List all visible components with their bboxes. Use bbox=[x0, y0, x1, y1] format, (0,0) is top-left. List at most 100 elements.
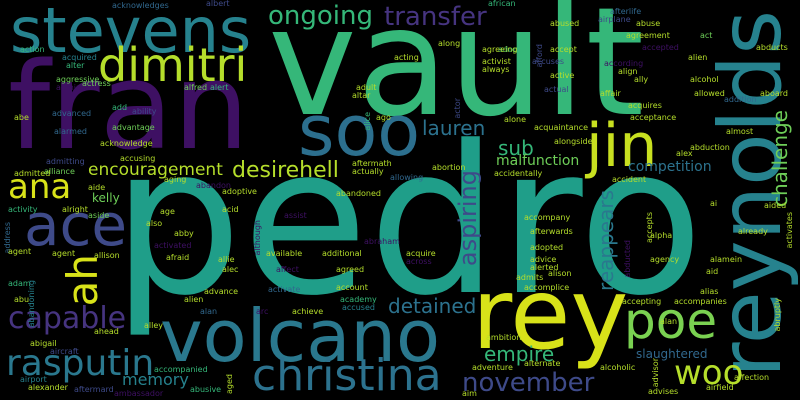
word-allowing: allowing bbox=[390, 173, 424, 182]
word-desirehell: desirehell bbox=[232, 158, 339, 183]
word-according: according bbox=[604, 59, 644, 68]
word-action: action bbox=[20, 45, 45, 54]
word-agent: agent bbox=[8, 247, 32, 256]
word-agreement: agreement bbox=[626, 31, 670, 40]
word-agreeing: agreeing bbox=[482, 45, 518, 54]
word-abandoned: abandoned bbox=[336, 189, 381, 198]
word-aftermard: aftermard bbox=[74, 385, 114, 394]
word-ongoing: ongoing bbox=[268, 1, 374, 31]
word-agency: agency bbox=[650, 255, 680, 264]
word-abu: abu bbox=[14, 295, 30, 304]
word-alien: alien bbox=[184, 295, 204, 304]
word-across: across bbox=[406, 257, 432, 266]
word-rey: rey bbox=[472, 258, 629, 372]
word-alexander: alexander bbox=[28, 383, 68, 392]
word-allowed: allowed bbox=[694, 89, 725, 98]
word-alfred: alfred bbox=[184, 83, 208, 92]
word-accident: accident bbox=[612, 175, 647, 184]
word-additional: additional bbox=[322, 249, 362, 258]
word-adopted: adopted bbox=[530, 243, 564, 252]
word-agreed: agreed bbox=[336, 265, 365, 274]
word-dimitri: dimitri bbox=[98, 38, 248, 92]
word-abducts: abducts bbox=[756, 43, 788, 52]
word-activity: activity bbox=[8, 205, 38, 214]
word-empire: empire bbox=[484, 342, 555, 366]
word-woo: woo bbox=[674, 353, 744, 393]
word-abduction: abduction bbox=[690, 143, 730, 152]
word-sub: sub bbox=[498, 136, 534, 160]
word-malfunction: malfunction bbox=[496, 153, 580, 169]
word-allison: allison bbox=[94, 251, 120, 260]
word-ambition: ambition bbox=[486, 333, 522, 342]
word-alan-small: alan bbox=[660, 317, 678, 326]
word-altar: altar bbox=[352, 91, 371, 100]
word-challenge: challenge bbox=[768, 110, 792, 208]
word-acceptance: acceptance bbox=[630, 113, 677, 122]
word-available: available bbox=[266, 249, 303, 258]
word-abe: abe bbox=[14, 113, 29, 122]
word-affect: affect bbox=[276, 265, 299, 274]
word-aim: aim bbox=[462, 389, 477, 398]
word-acting: acting bbox=[394, 53, 419, 62]
word-ah: ah bbox=[58, 254, 107, 307]
word-afterlife: afterlife bbox=[610, 7, 642, 16]
word-abortion: abortion bbox=[432, 163, 466, 172]
word-actually: actually bbox=[352, 167, 384, 176]
word-also: also bbox=[146, 219, 163, 228]
word-advises: advises bbox=[648, 387, 679, 396]
word-abraham: abraham bbox=[364, 237, 400, 246]
word-airport: airport bbox=[20, 375, 47, 384]
word-alison: alison bbox=[548, 269, 572, 278]
word-ally: ally bbox=[634, 75, 649, 84]
word-vault: vault bbox=[268, 0, 645, 150]
word-jin: jin bbox=[586, 111, 658, 181]
word-alec: alec bbox=[222, 265, 239, 274]
word-aged: aged bbox=[225, 374, 234, 394]
word-actress: actress bbox=[82, 79, 111, 88]
word-alamein: alamein bbox=[710, 255, 743, 264]
word-accusing: accusing bbox=[120, 154, 156, 163]
word-acquires: acquires bbox=[628, 101, 662, 110]
word-accept: accept bbox=[550, 45, 577, 54]
word-lauren: lauren bbox=[422, 116, 486, 140]
word-encouragement: encouragement bbox=[88, 160, 223, 180]
word-agent-small: agent bbox=[52, 249, 76, 258]
word-aboard: aboard bbox=[760, 89, 789, 98]
word-alone: alone bbox=[504, 115, 527, 124]
word-slaughtered: slaughtered bbox=[636, 347, 708, 361]
word-admitting: admitting bbox=[46, 157, 85, 166]
word-abigail: abigail bbox=[30, 339, 57, 348]
word-active: active bbox=[550, 71, 575, 80]
word-alley: alley bbox=[144, 321, 164, 330]
word-align: align bbox=[618, 67, 638, 76]
word-pedro: pedro bbox=[112, 103, 704, 341]
word-accompanies: accompanies bbox=[674, 297, 727, 306]
word-soo: soo bbox=[298, 90, 421, 172]
word-alongside: alongside bbox=[554, 137, 593, 146]
word-volcano: volcano bbox=[160, 294, 441, 378]
word-actor: actor bbox=[453, 98, 462, 119]
word-ai: ai bbox=[710, 199, 718, 208]
word-activist: activist bbox=[482, 57, 511, 66]
word-academy: academy bbox=[340, 295, 377, 304]
word-act: act bbox=[700, 31, 713, 40]
word-activate: activate bbox=[268, 285, 301, 294]
word-already: already bbox=[738, 227, 768, 236]
word-memory: memory bbox=[122, 370, 189, 389]
word-acknowledges: acknowledges bbox=[112, 1, 169, 10]
word-abandon: abandon bbox=[196, 181, 231, 190]
word-abby: abby bbox=[174, 229, 194, 238]
word-alice: alice bbox=[363, 112, 372, 131]
word-ace: ace bbox=[24, 191, 128, 259]
word-alert: alert bbox=[210, 83, 229, 92]
word-achieve: achieve bbox=[292, 307, 324, 316]
word-acknowledge: acknowledge bbox=[100, 139, 153, 148]
word-accompanied: accompanied bbox=[154, 365, 208, 374]
word-alarmed: alarmed bbox=[54, 127, 87, 136]
word-acquired: acquired bbox=[62, 53, 97, 62]
word-advantage: advantage bbox=[112, 123, 155, 132]
word-adam: adam bbox=[8, 279, 31, 288]
word-ana: ana bbox=[8, 167, 72, 207]
word-aftermath: aftermath bbox=[352, 159, 392, 168]
